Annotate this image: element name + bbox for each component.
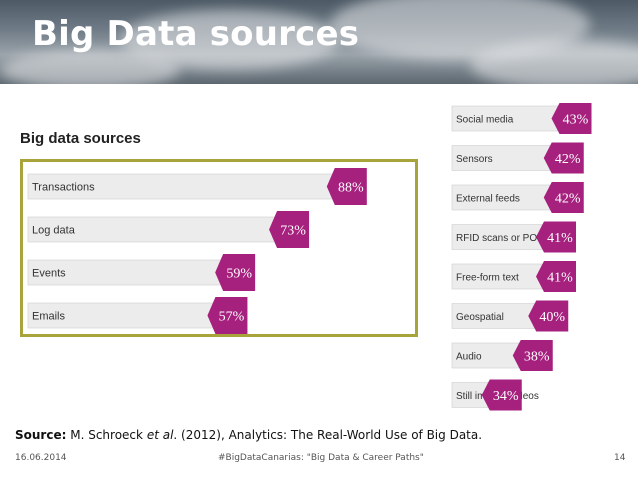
header-banner: Big Data sources <box>0 0 638 84</box>
category-label-1: Sensors <box>456 154 493 165</box>
value-label-3: 41% <box>547 231 573 246</box>
bar-1 <box>451 145 551 171</box>
category-label-3: RFID scans or POS data <box>456 233 566 244</box>
footer-page-number: 14 <box>614 453 626 463</box>
category-label-1: Log data <box>32 225 76 237</box>
value-label-2: 42% <box>555 192 581 207</box>
category-label-6: Audio <box>456 352 482 363</box>
category-label-3: Emails <box>32 311 66 323</box>
value-label-3: 57% <box>219 310 245 325</box>
category-label-0: Transactions <box>32 182 95 194</box>
value-marker-3 <box>536 221 576 253</box>
bar-4 <box>451 263 543 290</box>
value-marker-2 <box>543 182 584 213</box>
category-label-2: Events <box>32 268 66 280</box>
value-label-2: 59% <box>226 267 252 282</box>
bar-3 <box>27 302 214 329</box>
source-rest: . (2012), Analytics: The Real-World Use … <box>173 428 483 442</box>
value-marker-7 <box>481 379 522 411</box>
value-label-5: 40% <box>539 310 565 325</box>
source-etal: et al <box>146 428 174 442</box>
source-authors: M. Schroeck <box>70 428 143 442</box>
value-label-0: 43% <box>563 113 589 128</box>
bar-5 <box>451 303 535 329</box>
bar-3 <box>451 224 543 250</box>
source-label: Source: <box>15 428 67 442</box>
category-label-5: Geospatial <box>456 312 504 323</box>
bar-0 <box>451 105 558 132</box>
bar-2 <box>451 184 551 211</box>
value-marker-5 <box>528 300 569 332</box>
value-label-4: 41% <box>547 271 573 286</box>
value-label-1: 73% <box>280 224 306 239</box>
bar-6 <box>451 342 520 369</box>
category-label-4: Free-form text <box>456 273 519 284</box>
footer-date: 16.06.2014 <box>15 453 67 463</box>
value-label-0: 88% <box>338 181 364 196</box>
left-chart-frame <box>20 159 418 337</box>
value-label-7: 34% <box>493 389 519 404</box>
value-label-6: 38% <box>524 350 550 365</box>
value-marker-0 <box>551 103 592 134</box>
value-marker-2 <box>215 254 256 291</box>
source-citation: Source: M. Schroeck et al. (2012), Analy… <box>15 428 482 442</box>
value-marker-3 <box>207 297 248 334</box>
left-chart-title: Big data sources <box>20 130 141 147</box>
category-label-2: External feeds <box>456 194 520 205</box>
footer-event: #BigDataCanarias: "Big Data & Career Pat… <box>218 453 424 463</box>
value-marker-1 <box>269 211 310 248</box>
slide-title: Big Data sources <box>32 14 360 54</box>
value-label-1: 42% <box>555 152 581 167</box>
value-marker-6 <box>512 340 553 371</box>
value-marker-0 <box>326 168 367 205</box>
value-marker-4 <box>536 261 576 292</box>
category-label-0: Social media <box>456 115 514 126</box>
value-marker-1 <box>543 142 584 174</box>
